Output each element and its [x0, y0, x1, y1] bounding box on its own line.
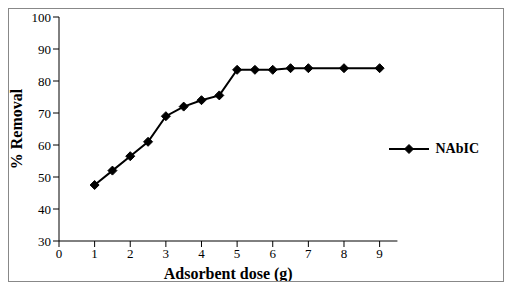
- svg-text:30: 30: [38, 234, 51, 249]
- svg-text:70: 70: [38, 106, 51, 121]
- svg-text:3: 3: [163, 246, 170, 261]
- svg-text:1: 1: [91, 246, 98, 261]
- svg-text:4: 4: [198, 246, 205, 261]
- svg-text:60: 60: [38, 138, 51, 153]
- svg-text:% Removal: % Removal: [9, 88, 25, 169]
- svg-text:100: 100: [32, 10, 52, 25]
- svg-text:7: 7: [305, 246, 312, 261]
- svg-text:90: 90: [38, 42, 51, 57]
- svg-text:9: 9: [376, 246, 383, 261]
- svg-text:40: 40: [38, 202, 51, 217]
- svg-text:0: 0: [56, 246, 63, 261]
- svg-text:80: 80: [38, 74, 51, 89]
- svg-text:8: 8: [341, 246, 348, 261]
- svg-text:2: 2: [127, 246, 133, 261]
- svg-text:6: 6: [269, 246, 276, 261]
- svg-text:5: 5: [234, 246, 241, 261]
- svg-text:Adsorbent dose (g): Adsorbent dose (g): [164, 265, 293, 281]
- html-text:NAbIC: NAbIC: [435, 141, 479, 156]
- svg-text:50: 50: [38, 170, 51, 185]
